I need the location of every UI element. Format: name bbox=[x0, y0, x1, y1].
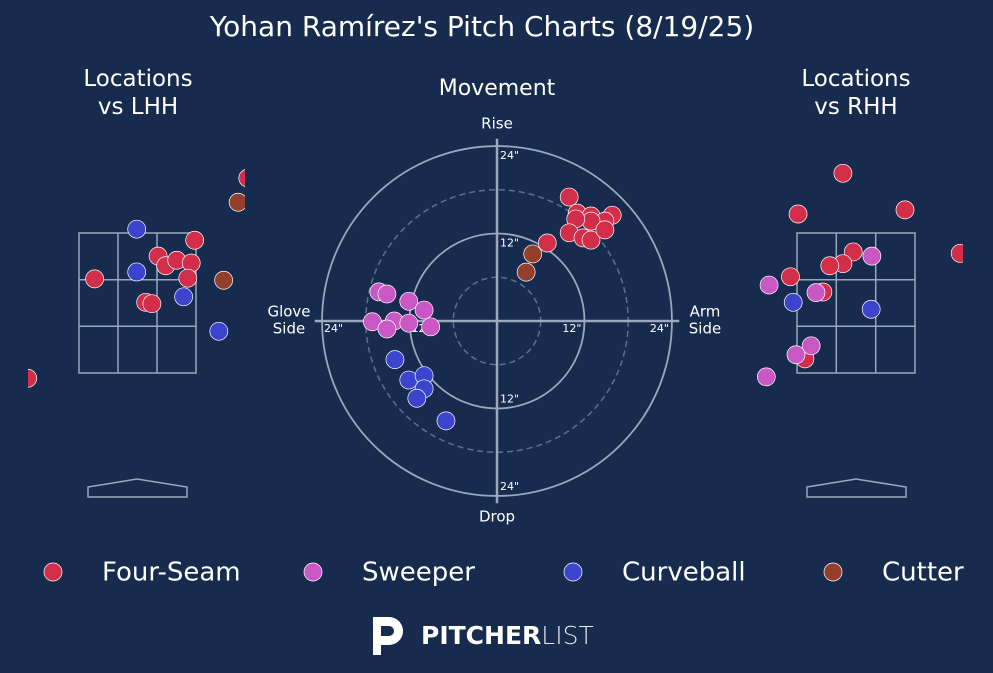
legend-marker bbox=[823, 562, 843, 582]
legend-marker bbox=[563, 562, 583, 582]
legend-label: Four-Seam bbox=[102, 558, 241, 588]
pitch-point bbox=[414, 300, 434, 320]
pitch-point bbox=[228, 192, 245, 212]
ring-label: 24" bbox=[324, 322, 343, 335]
pitch-point bbox=[820, 256, 840, 276]
location-plot bbox=[28, 169, 245, 388]
panel-title: Locations vs RHH bbox=[801, 66, 911, 120]
location-plot bbox=[756, 163, 963, 387]
ring-label: 24" bbox=[650, 322, 669, 335]
panel-title: Locations vs LHH bbox=[83, 66, 193, 120]
pitch-point bbox=[801, 336, 821, 356]
legend-marker bbox=[43, 562, 63, 582]
pitch-point bbox=[788, 204, 808, 224]
axis-label: Glove bbox=[267, 303, 310, 321]
pitch-point bbox=[421, 317, 441, 337]
pitch-point bbox=[377, 284, 397, 304]
pitch-point bbox=[85, 269, 104, 289]
pitch-point bbox=[127, 219, 147, 239]
legend-label: Curveball bbox=[622, 558, 746, 588]
pitch-point bbox=[214, 270, 233, 290]
pitch-point bbox=[559, 187, 579, 207]
pitch-point bbox=[516, 262, 536, 282]
pitch-point bbox=[377, 319, 397, 339]
pitch-point bbox=[407, 388, 427, 408]
pitch-point bbox=[595, 220, 615, 240]
pitch-point bbox=[399, 313, 419, 333]
pitch-point bbox=[833, 163, 853, 183]
axis-label: Drop bbox=[479, 508, 515, 526]
footer-logo: PITCHERLIST bbox=[373, 617, 594, 655]
ring-label: 24" bbox=[500, 480, 519, 493]
ring-label: 12" bbox=[562, 322, 581, 335]
pitch-point bbox=[436, 411, 456, 431]
axis-label: Side bbox=[689, 320, 721, 338]
pitch-point bbox=[385, 350, 405, 369]
brand: PITCHERLIST bbox=[421, 621, 594, 650]
pitch-point bbox=[581, 230, 601, 250]
pitch-point bbox=[759, 275, 779, 295]
pitch-point bbox=[28, 368, 38, 388]
pitch-point bbox=[537, 233, 557, 253]
pitch-point bbox=[862, 246, 882, 266]
ring-label: 12" bbox=[500, 237, 519, 250]
ring-label: 24" bbox=[500, 149, 519, 162]
pitch-point bbox=[756, 367, 776, 387]
pitch-point bbox=[185, 230, 205, 250]
pitch-point bbox=[178, 268, 198, 288]
pitch-point bbox=[861, 299, 881, 319]
axis-label: Arm bbox=[690, 303, 721, 321]
pitch-point bbox=[783, 292, 803, 312]
pitch-point bbox=[174, 287, 193, 307]
pitch-point bbox=[950, 243, 963, 263]
pitch-point bbox=[806, 283, 826, 303]
chart-title: Yohan Ramírez's Pitch Charts (8/19/25) bbox=[209, 10, 754, 43]
axis-label: Rise bbox=[481, 115, 513, 133]
axis-label: Side bbox=[273, 320, 305, 338]
legend-marker bbox=[303, 562, 323, 582]
ring-label: 12" bbox=[500, 392, 519, 405]
legend-label: Sweeper bbox=[362, 558, 475, 588]
pitch-point bbox=[895, 200, 915, 220]
pitch-point bbox=[781, 267, 800, 287]
pitch-point bbox=[523, 244, 543, 264]
brand-light: LIST bbox=[541, 621, 593, 650]
pitch-point bbox=[127, 262, 147, 282]
brand-bold: PITCHER bbox=[421, 621, 541, 650]
pitch-point bbox=[399, 291, 419, 311]
pitch-point bbox=[238, 169, 245, 188]
legend-label: Cutter bbox=[882, 558, 964, 588]
panel-title: Movement bbox=[439, 76, 556, 101]
pitch-point bbox=[786, 345, 806, 365]
pitch-point bbox=[209, 321, 229, 341]
pitch-point bbox=[142, 294, 162, 314]
